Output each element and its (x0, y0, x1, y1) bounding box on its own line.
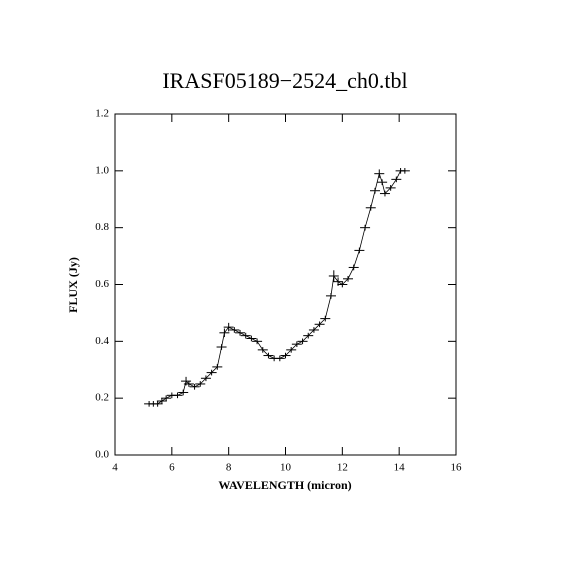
x-axis-label: WAVELENGTH (micron) (218, 478, 351, 492)
x-tick-label: 14 (394, 462, 406, 474)
x-tick-label: 4 (112, 462, 118, 474)
y-tick-label: 0.0 (95, 449, 109, 461)
x-tick-label: 6 (169, 462, 175, 474)
y-axis-label: FLUX (Jy) (66, 257, 80, 313)
y-tick-label: 0.6 (95, 278, 109, 290)
x-tick-label: 8 (226, 462, 232, 474)
y-tick-label: 0.8 (95, 221, 109, 233)
y-tick-label: 0.4 (95, 335, 109, 347)
y-tick-label: 1.2 (95, 108, 109, 120)
x-tick-label: 12 (337, 462, 348, 474)
y-tick-label: 0.2 (95, 392, 109, 404)
x-tick-label: 16 (451, 462, 463, 474)
y-tick-label: 1.0 (95, 164, 109, 176)
chart-title: IRASF05189−2524_ch0.tbl (162, 68, 407, 93)
x-tick-label: 10 (280, 462, 292, 474)
